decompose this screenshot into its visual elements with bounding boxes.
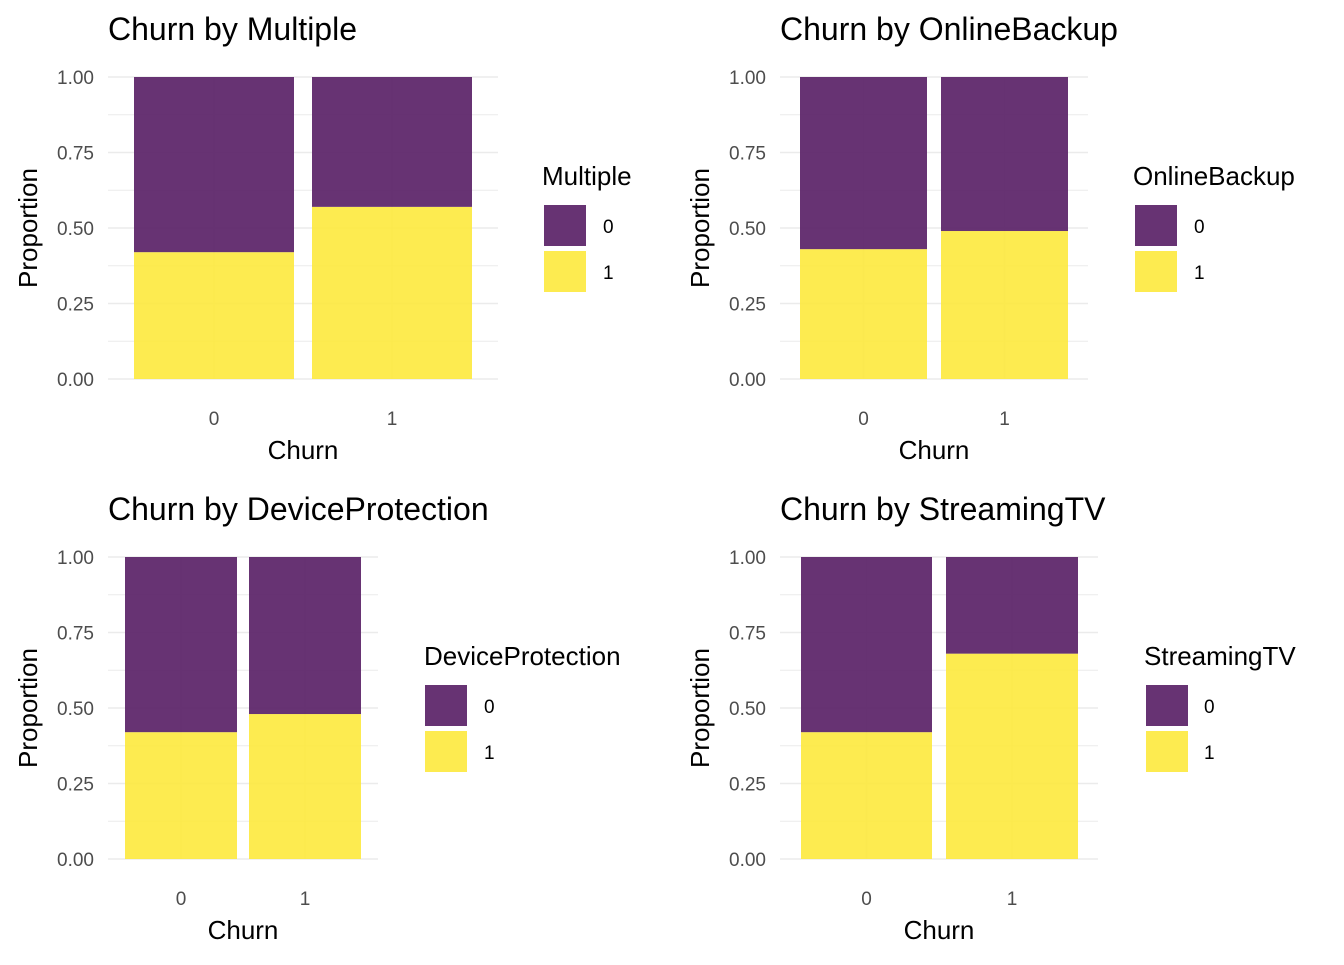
legend-key-1 (1146, 731, 1188, 772)
legend-label: 1 (603, 263, 614, 284)
y-tick-label: 1.00 (729, 548, 766, 569)
chart-title: Churn by DeviceProtection (108, 491, 489, 527)
legend-key-0 (1135, 205, 1177, 246)
y-tick-label: 0.00 (57, 370, 94, 391)
y-tick-label: 0.75 (729, 624, 766, 645)
chart-panel-4: 0 1 0.00 0.25 0.50 0.75 1.00 Churn by Streaming… (685, 491, 1296, 945)
x-axis-label: Churn (208, 915, 279, 945)
bar-churn-1-level-0 (249, 557, 361, 715)
legend: StreamingTV 0 1 (1144, 641, 1296, 772)
x-tick-label: 1 (1007, 889, 1018, 910)
legend-title: Multiple (542, 161, 632, 191)
x-axis-label: Churn (899, 435, 970, 465)
y-tick-label: 0.50 (729, 699, 766, 720)
bar-churn-0-level-0 (800, 77, 927, 250)
y-axis-label: Proportion (685, 168, 715, 288)
y-axis-label: Proportion (685, 648, 715, 768)
bar-churn-1-level-0 (312, 77, 472, 207)
x-tick-label: 1 (387, 409, 398, 430)
y-tick-label: 0.00 (729, 370, 766, 391)
y-tick-label: 0.50 (57, 699, 94, 720)
y-tick-label: 1.00 (57, 68, 94, 89)
bar-churn-1-level-1 (312, 206, 472, 379)
chart-panel-2: 0 1 0.00 0.25 0.50 0.75 1.00 Churn by OnlineBac… (685, 11, 1295, 465)
bar-churn-0-level-0 (801, 557, 932, 733)
legend-title: DeviceProtection (424, 641, 621, 671)
bar-churn-1-level-1 (249, 714, 361, 859)
legend-key-0 (1146, 685, 1188, 726)
y-tick-label: 0.25 (57, 295, 94, 316)
x-tick-label: 0 (861, 889, 872, 910)
x-tick-label: 0 (209, 409, 220, 430)
y-tick-label: 0.00 (729, 850, 766, 871)
y-axis-label: Proportion (13, 168, 43, 288)
legend-label: 0 (1204, 697, 1215, 718)
legend-label: 1 (1194, 263, 1205, 284)
y-tick-label: 0.25 (729, 295, 766, 316)
y-tick-label: 0.75 (729, 144, 766, 165)
bar-churn-1-level-0 (941, 77, 1068, 232)
bar-churn-1-level-1 (941, 231, 1068, 379)
legend-title: StreamingTV (1144, 641, 1296, 671)
legend-key-1 (425, 731, 467, 772)
bar-churn-0-level-0 (134, 77, 294, 253)
legend-label: 0 (603, 217, 614, 238)
x-tick-label: 1 (999, 409, 1010, 430)
y-tick-label: 1.00 (729, 68, 766, 89)
y-tick-label: 0.25 (57, 775, 94, 796)
legend-label: 0 (1194, 217, 1205, 238)
y-tick-label: 0.50 (729, 219, 766, 240)
x-tick-label: 0 (176, 889, 187, 910)
bar-churn-0-level-1 (801, 732, 932, 859)
y-axis-label: Proportion (13, 648, 43, 768)
x-tick-label: 1 (300, 889, 311, 910)
y-tick-label: 0.00 (57, 850, 94, 871)
y-tick-label: 0.25 (729, 775, 766, 796)
chart-title: Churn by StreamingTV (780, 491, 1106, 527)
legend-key-1 (544, 251, 586, 292)
chart-title: Churn by OnlineBackup (780, 11, 1118, 47)
x-axis-label: Churn (268, 435, 339, 465)
legend-label: 1 (484, 743, 495, 764)
chart-panel-3: 0 1 0.00 0.25 0.50 0.75 1.00 Churn by DevicePro… (13, 491, 621, 945)
bar-churn-0-level-0 (125, 557, 237, 733)
y-tick-label: 0.50 (57, 219, 94, 240)
legend: DeviceProtection 0 1 (424, 641, 621, 772)
legend-key-1 (1135, 251, 1177, 292)
chart-title: Churn by Multiple (108, 11, 357, 47)
bar-churn-0-level-1 (125, 732, 237, 859)
bar-churn-0-level-1 (800, 249, 927, 379)
legend: Multiple 0 1 (542, 161, 632, 292)
bar-churn-1-level-0 (946, 557, 1078, 654)
y-tick-label: 1.00 (57, 548, 94, 569)
bar-churn-0-level-1 (134, 252, 294, 379)
legend-key-0 (425, 685, 467, 726)
x-axis-label: Churn (904, 915, 975, 945)
x-tick-label: 0 (858, 409, 869, 430)
y-tick-label: 0.75 (57, 144, 94, 165)
legend-title: OnlineBackup (1133, 161, 1295, 191)
legend-key-0 (544, 205, 586, 246)
chart-panel-1: 0 1 0.00 0.25 0.50 0.75 1.00 Churn by Multiple C… (13, 11, 632, 465)
legend-label: 1 (1204, 743, 1215, 764)
bar-churn-1-level-1 (946, 653, 1078, 859)
legend-label: 0 (484, 697, 495, 718)
y-tick-label: 0.75 (57, 624, 94, 645)
legend: OnlineBackup 0 1 (1133, 161, 1295, 292)
